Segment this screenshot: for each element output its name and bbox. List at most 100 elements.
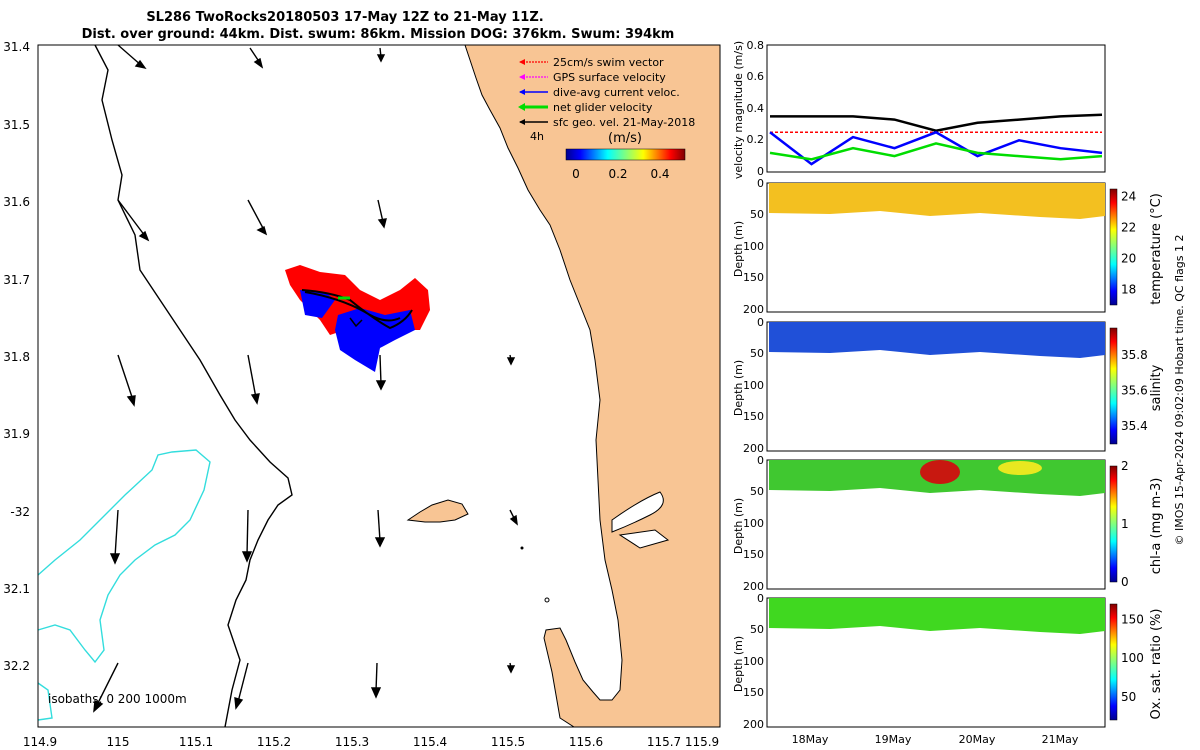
title-line1: SL286 TwoRocks20180503 17-May 12Z to 21-… [146,10,543,25]
sfc-geo-vel-arrows [93,44,518,713]
colorbar-tick: 1 [1121,517,1129,531]
colorbar-tick: 35.8 [1121,348,1148,362]
chl-max-patch [920,460,960,484]
colorbar-label: Ox. sat. ratio (%) [1149,609,1164,720]
map-y-tick: 31.8 [3,350,30,364]
depth-tick: 150 [743,410,764,423]
profile-colorbar [1109,603,1118,721]
depth-tick: 200 [743,442,764,455]
rottnest-island [406,499,469,523]
dive-avg-current-blue [300,290,415,372]
legend-label: GPS surface velocity [553,71,666,84]
vel-y-tick: 0.4 [747,102,765,115]
velocity-panel: 0 0.2 0.4 0.6 0.8 velocity magnitude (m/… [732,39,1106,179]
colorbar-tick: 2 [1121,459,1129,473]
depth-tick: 100 [743,655,764,668]
depth-tick: 50 [750,623,764,636]
depth-tick: 200 [743,718,764,731]
isobath-1000m [37,449,211,664]
colorbar-tick: 18 [1121,283,1136,297]
profile-data-band [769,183,1105,219]
map-x-tick: 115.4 [413,735,447,749]
map-y-tick: 32.2 [3,659,30,673]
map-colorbar [565,148,686,161]
legend-label: net glider velocity [553,101,653,114]
depth-tick: 50 [750,208,764,221]
depth-tick: 100 [743,517,764,530]
map-x-tick: 115.7 [647,735,681,749]
profile-colorbar [1109,465,1118,583]
map-x-tick: 115.5 [491,735,525,749]
map-x-tick: 115.1 [179,735,213,749]
map-x-tick: 115.2 [257,735,291,749]
legend-label: 25cm/s swim vector [553,56,664,69]
map-y-tick: 31.5 [3,118,30,132]
colorbar-tick: 0.4 [650,167,669,181]
depth-tick: 200 [743,303,764,316]
colorbar-tick: 20 [1121,252,1136,266]
glider-track [301,289,413,330]
depth-tick: 0 [757,592,764,605]
depth-tick: 0 [757,316,764,329]
map-x-tick: 115.9 [685,735,719,749]
depth-tick: 100 [743,240,764,253]
profile-data-band [769,598,1105,634]
map-x-tick: 115.6 [569,735,603,749]
map-panel [37,44,721,728]
map-y-tick: 31.9 [3,427,30,441]
profile-panel: 0 50 100 150 200 Depth (m) 24 22 20 18 temperature… [732,177,1164,316]
colorbar-label: chl-a (mg m-3) [1149,478,1164,575]
time-axis: 18May 19May 20May 21May [792,733,1079,746]
chl-patch [998,461,1042,475]
map-legend: 25cm/s swim vector GPS surface velocity … [518,56,695,146]
velocity-series-line [770,113,1103,132]
map-x-tick: 115.3 [335,735,369,749]
legend-label: dive-avg current veloc. [553,86,680,99]
map-colorbar-ticks: 0 0.2 0.4 [572,167,669,181]
vel-y-tick: 0.6 [747,70,765,83]
colorbar-tick: 100 [1121,651,1144,665]
profile-panel: 0 50 100 150 200 Depth (m) 2 1 0 chl-a (mg m-3) [732,454,1164,593]
depth-tick: 200 [743,580,764,593]
profile-data-band [769,322,1105,358]
velocity-series [769,113,1103,166]
velocity-y-ticks: 0 0.2 0.4 0.6 0.8 [747,39,765,178]
colorbar-tick: 0 [1121,575,1129,589]
depth-ylabel: Depth (m) [732,360,745,416]
legend-unit: (m/s) [608,131,642,146]
depth-tick: 150 [743,271,764,284]
colorbar-label: temperature (°C) [1149,193,1164,305]
colorbar-tick: 0 [572,167,580,181]
time-tick: 21May [1042,733,1079,746]
colorbar-tick: 22 [1121,221,1136,235]
colorbar-label: salinity [1149,364,1164,411]
time-tick: 18May [792,733,829,746]
time-tick: 19May [875,733,912,746]
isobath-200m [94,44,293,728]
profile-panel: 0 50 100 150 200 Depth (m) 35.8 35.6 35.4salinit… [732,316,1164,455]
depth-tick: 150 [743,686,764,699]
depth-tick: 50 [750,347,764,360]
depth-tick: 50 [750,485,764,498]
velocity-series-line [769,142,1103,161]
vel-y-tick: 0 [757,165,764,178]
colorbar-tick: 35.6 [1121,383,1148,397]
depth-ylabel: Depth (m) [732,498,745,554]
depth-tick: 0 [757,177,764,190]
velocity-ylabel: velocity magnitude (m/s) [732,41,745,179]
credit-text: © IMOS 15-Apr-2024 09:02:09 Hobart time.… [1173,235,1186,546]
map-y-tick: 31.6 [3,195,30,209]
land-mass [464,44,721,728]
map-x-tick: 114.9 [23,735,57,749]
depth-tick: 150 [743,548,764,561]
colorbar-tick: 150 [1121,612,1144,626]
map-y-axis: 31.4 31.5 31.6 31.7 31.8 31.9 -32 32.1 3… [3,40,30,673]
title-line2: Dist. over ground: 44km. Dist. swum: 86k… [82,27,675,42]
map-y-tick: 32.1 [3,582,30,596]
time-tick: 20May [959,733,996,746]
map-x-axis: 114.9 115 115.1 115.2 115.3 115.4 115.5 … [23,735,719,749]
colorbar-tick: 35.4 [1121,419,1148,433]
legend-label: sfc geo. vel. 21-May-2018 [553,116,695,129]
